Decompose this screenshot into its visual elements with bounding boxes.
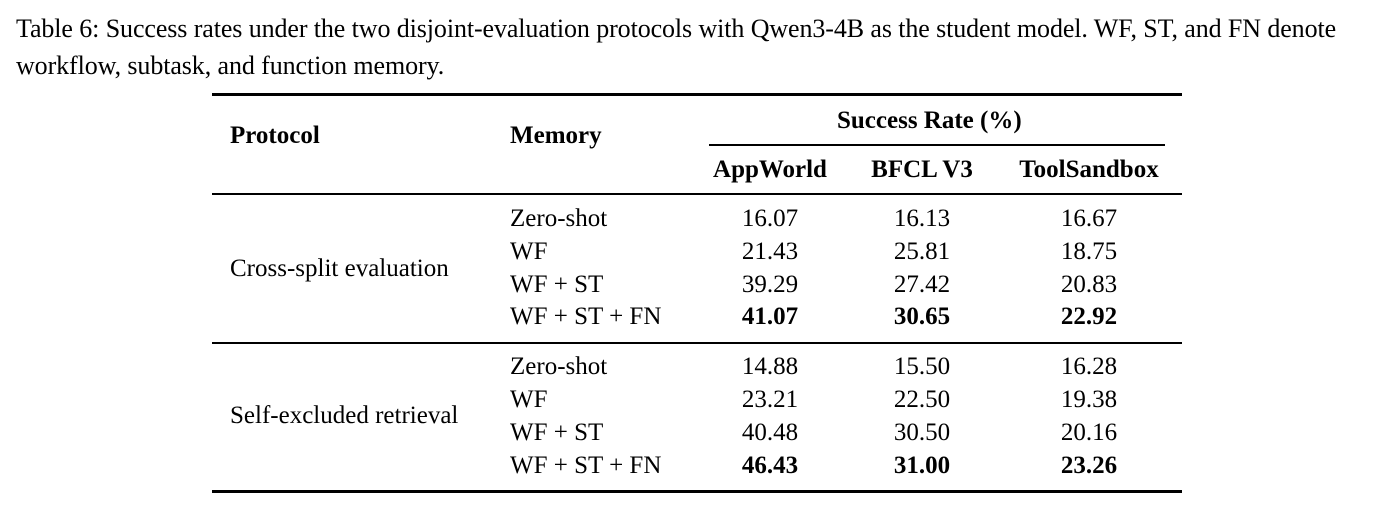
memory-cell: WF [510,238,548,265]
value-cell: 22.50 [893,386,951,413]
memory-cell: WF [510,386,548,413]
protocol-self-excluded: Self-excluded retrieval [230,402,459,429]
value-cell: 16.28 [1060,353,1118,380]
value-cell: 16.13 [893,205,951,232]
memory-cell: Zero-shot [510,205,608,232]
header-cmidrule [709,144,1165,146]
value-cell-best: 41.07 [741,303,799,330]
value-cell-best: 31.00 [893,452,951,479]
value-cell: 23.21 [741,386,799,413]
header-appworld: AppWorld [713,156,827,183]
value-cell-best: 30.65 [893,303,951,330]
top-rule [212,93,1182,96]
header-memory: Memory [510,122,602,149]
header-rule [212,193,1182,195]
value-cell: 20.16 [1060,419,1118,446]
value-cell: 27.42 [893,271,951,298]
memory-cell: Zero-shot [510,353,608,380]
value-cell: 16.07 [741,205,799,232]
value-cell-best: 46.43 [741,452,799,479]
value-cell: 25.81 [893,238,951,265]
memory-cell: WF + ST + FN [510,452,662,479]
header-success-rate: Success Rate (%) [837,107,1022,134]
value-cell: 18.75 [1060,238,1118,265]
header-bfcl: BFCL V3 [871,156,973,183]
value-cell: 40.48 [741,419,799,446]
block-separator-rule [212,342,1182,344]
protocol-cross-split: Cross-split evaluation [230,255,449,282]
value-cell: 14.88 [741,353,799,380]
value-cell: 20.83 [1060,271,1118,298]
value-cell: 15.50 [893,353,951,380]
memory-cell: WF + ST [510,419,604,446]
value-cell: 30.50 [893,419,951,446]
value-cell-best: 22.92 [1060,303,1118,330]
value-cell: 19.38 [1060,386,1118,413]
value-cell: 39.29 [741,271,799,298]
value-cell: 21.43 [741,238,799,265]
value-cell-best: 23.26 [1060,452,1118,479]
memory-cell: WF + ST + FN [510,303,662,330]
header-toolsandbox: ToolSandbox [1019,156,1159,183]
bottom-rule [212,490,1182,493]
table-caption: Table 6: Success rates under the two dis… [16,14,1337,80]
memory-cell: WF + ST [510,271,604,298]
value-cell: 16.67 [1060,205,1118,232]
header-protocol: Protocol [230,122,320,149]
